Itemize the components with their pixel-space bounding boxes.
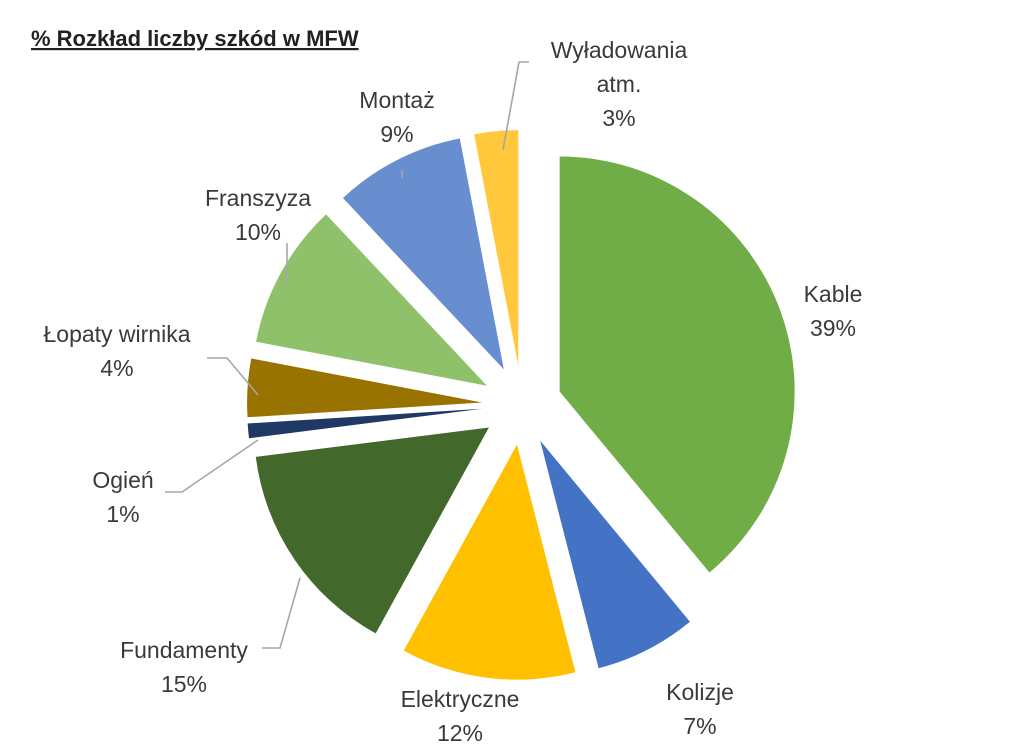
chart-title: % Rozkład liczby szkód w MFW: [31, 26, 359, 51]
slice-value-label: 4%: [100, 355, 133, 381]
slice-name-label: atm.: [597, 71, 642, 97]
leader-lines: [165, 61, 529, 649]
slice-label-elektryczne: Elektryczne 12%: [401, 686, 520, 746]
slice-value-label: 10%: [235, 219, 281, 245]
slice-value-label: 7%: [683, 713, 716, 739]
pie-slice-kable: [559, 156, 795, 573]
leader-line-fundamenty: [262, 577, 301, 649]
slice-name-label: Franszyza: [205, 185, 311, 211]
slice-value-label: 12%: [437, 720, 483, 746]
pie-slice-wyładowania-atm: [474, 130, 519, 366]
leader-line-łopaty-wirnika: [207, 357, 259, 396]
slice-value-label: 9%: [380, 121, 413, 147]
slice-label-kable: Kable 39%: [804, 281, 863, 341]
slice-name-label: Fundamenty: [120, 637, 248, 663]
pie-slice-montaż: [342, 138, 504, 370]
pie-slice-ogień: [247, 408, 483, 439]
slice-name-label: Elektryczne: [401, 686, 520, 712]
pie-slice-łopaty-wirnika: [247, 358, 483, 418]
slice-value-label: 3%: [602, 105, 635, 131]
slice-name-label: Kolizje: [666, 679, 734, 705]
slice-name-label: Łopaty wirnika: [43, 321, 190, 347]
slice-value-label: 39%: [810, 315, 856, 341]
slice-value-label: 15%: [161, 671, 207, 697]
slice-name-label: Kable: [804, 281, 863, 307]
leader-line-wyładowania-atm: [502, 61, 529, 151]
pie-slice-elektryczne: [403, 444, 576, 680]
slice-label-montaż: Montaż 9%: [359, 87, 434, 147]
slice-label-ogień: Ogień 1%: [92, 467, 153, 527]
slice-name-label: Montaż: [359, 87, 434, 113]
slice-label-franszyza: Franszyza 10%: [205, 185, 311, 245]
slice-label-kolizje: Kolizje 7%: [666, 679, 734, 739]
slice-label-wyładowania-atm: Wyładowania atm. 3%: [551, 37, 688, 131]
pie-slice-fundamenty: [255, 427, 489, 634]
slice-value-label: 1%: [106, 501, 139, 527]
slice-label-łopaty-wirnika: Łopaty wirnika 4%: [43, 321, 190, 381]
slice-labels: Kable 39% Kolizje 7% Elektryczne 12% Fundament…: [43, 37, 862, 746]
slice-name-label: Ogień: [92, 467, 153, 493]
pie-slice-kolizje: [540, 440, 690, 669]
slice-name-label: Wyładowania: [551, 37, 688, 63]
pie-slices: [247, 130, 795, 680]
slice-label-fundamenty: Fundamenty 15%: [120, 637, 248, 697]
pie-slice-franszyza: [256, 214, 487, 386]
leader-line-ogień: [165, 439, 259, 493]
